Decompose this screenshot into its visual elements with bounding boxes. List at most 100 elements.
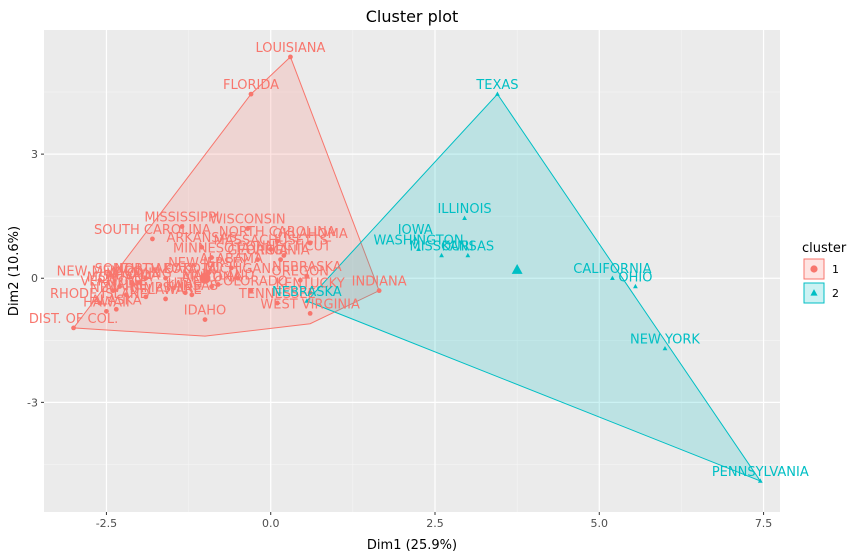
data-point — [136, 279, 142, 285]
panel-background — [44, 30, 780, 512]
data-point — [209, 255, 214, 260]
point-label: NEW MEXICO — [57, 264, 143, 279]
point-label: NEW YORK — [630, 333, 700, 348]
y-tick-label: -3 — [27, 396, 38, 409]
legend-label-1: 1 — [832, 263, 839, 276]
data-point — [199, 244, 205, 250]
grid-major — [44, 30, 780, 512]
point-label: NEVADA — [106, 268, 160, 283]
point-label: MISSOURI — [409, 239, 473, 254]
cluster-hulls — [72, 56, 762, 483]
data-point — [304, 273, 310, 279]
data-point — [307, 290, 313, 296]
x-axis-title: Dim1 (25.9%) — [367, 538, 457, 553]
data-point — [304, 298, 310, 303]
point-label: LOUISIANA — [255, 41, 325, 56]
point-label: MASSACHUSETTS — [214, 233, 328, 248]
data-point — [465, 252, 471, 258]
data-point — [150, 236, 155, 242]
data-point — [202, 317, 208, 323]
data-point — [209, 284, 214, 289]
cluster-2-hull — [305, 93, 762, 483]
data-point — [97, 300, 103, 306]
y-tick-label: 0 — [31, 272, 38, 285]
point-label: KANSAS — [166, 279, 219, 294]
point-label: PENNSYLVANIA — [712, 465, 809, 480]
data-point — [255, 257, 260, 263]
x-axis-ticks: -2.5 0.0 2.5 5.0 7.5 — [96, 512, 772, 530]
data-point — [376, 288, 382, 294]
data-point — [248, 288, 254, 294]
data-point — [633, 283, 638, 289]
point-label: VERMONT — [80, 275, 145, 290]
legend-title: cluster — [802, 241, 847, 256]
legend-label-2: 2 — [832, 287, 839, 300]
data-point — [189, 292, 195, 298]
data-point — [245, 226, 251, 231]
data-point — [248, 91, 254, 97]
point-label: WEST VIRGINIA — [260, 297, 360, 312]
data-point — [182, 290, 188, 296]
data-point — [97, 277, 103, 283]
point-label: HAWAII — [83, 295, 130, 310]
point-label: GEORGIA — [227, 244, 287, 259]
point-label: TENNESSEE — [238, 287, 316, 302]
point-label: MINNESOTA — [173, 242, 250, 257]
y-axis-title: Dim2 (10.6%) — [7, 226, 22, 316]
data-point — [104, 308, 109, 314]
data-point — [610, 275, 615, 280]
point-label: IDAHO — [184, 304, 227, 319]
data-point — [71, 325, 76, 331]
data-point — [179, 224, 185, 229]
cluster-1-centroid — [199, 272, 211, 284]
data-point — [123, 292, 129, 298]
point-label: MISSISSIPPI — [144, 211, 219, 226]
data-point — [662, 345, 668, 351]
point-label: OREGON — [272, 264, 330, 279]
cluster-points — [71, 54, 763, 483]
data-point — [117, 284, 122, 289]
y-tick-label: 3 — [31, 148, 38, 161]
data-point — [143, 275, 149, 281]
point-label: MARYLAND — [182, 268, 254, 283]
point-label: WISCONSIN — [210, 213, 286, 228]
data-point — [130, 282, 136, 287]
point-label: ALASKA — [91, 293, 142, 308]
data-point — [235, 275, 241, 281]
point-label: INDIANA — [352, 275, 407, 290]
point-label: CONNECTICUT — [237, 239, 331, 254]
point-label: KANSAS — [442, 239, 495, 254]
point-label: IOWA — [398, 223, 433, 238]
point-label: NEW JERSEY — [168, 256, 248, 271]
point-label: MICHIGAN — [205, 262, 271, 277]
data-point — [288, 54, 293, 60]
x-tick-label: 0.0 — [262, 517, 280, 530]
data-point — [462, 215, 467, 220]
data-point — [228, 265, 234, 271]
data-point — [416, 246, 421, 252]
point-label: SOUTH DAKOTA — [95, 262, 198, 277]
point-label: TEXAS — [475, 78, 518, 93]
legend-marker-2 — [810, 289, 818, 296]
x-tick-label: -2.5 — [96, 517, 117, 530]
point-label: DELAWARE — [129, 283, 201, 298]
point-label: ILLINOIS — [437, 202, 491, 217]
cluster-centroids — [199, 264, 523, 284]
data-point — [412, 236, 418, 241]
data-point — [495, 91, 500, 96]
point-label: ARKANSAS — [166, 231, 236, 246]
data-point — [274, 300, 280, 306]
data-point — [215, 282, 221, 287]
point-label: NEBRASKA — [272, 285, 342, 300]
point-label: MONTANA — [87, 271, 153, 286]
point-label: NORTH CAROLINA — [219, 225, 336, 240]
point-label: NORTH DAKOTA — [114, 262, 217, 277]
data-point — [110, 288, 116, 294]
point-label: KENTUCKY — [276, 277, 345, 292]
point-label: WYOMING — [107, 266, 172, 281]
point-label: FLORIDA — [223, 78, 279, 93]
point-label: OHIO — [618, 271, 652, 286]
data-point — [113, 306, 119, 312]
